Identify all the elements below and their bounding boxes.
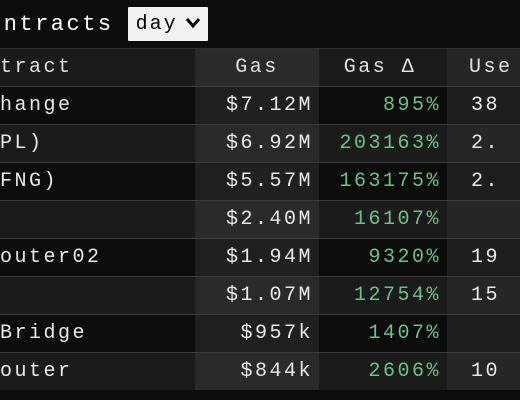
contract-name[interactable] [0,201,195,238]
users-value: 2. [447,125,520,162]
page-header: ontracts day [0,0,520,48]
table-header-row: tract Gas Gas Δ Use [0,48,520,86]
gas-delta-value: 9320% [368,246,441,269]
gas-value: $7.12M [195,87,319,124]
contract-name[interactable] [0,277,195,314]
gas-value: $1.07M [195,277,319,314]
table-row[interactable]: $1.07M 12754% 15 [0,276,520,314]
gas-value: $2.40M [195,201,319,238]
period-select-value: day [135,12,178,36]
column-header-users[interactable]: Use [447,49,520,86]
users-value: 10 [447,353,520,390]
contracts-table: tract Gas Gas Δ Use hange $7.12M 895% 38… [0,48,520,390]
gas-delta-value: 203163% [339,132,441,155]
table-row[interactable]: outer $844k 2606% 10 [0,352,520,390]
column-header-contract[interactable]: tract [0,56,73,79]
table-row[interactable]: FNG) $5.57M 163175% 2. [0,162,520,200]
table-row[interactable]: $2.40M 16107% [0,200,520,238]
contract-name[interactable]: FNG) [0,170,59,193]
contract-name[interactable]: hange [0,94,73,117]
gas-delta-value: 1407% [368,322,441,345]
page-title: ontracts [0,11,114,37]
contract-name[interactable]: PL) [0,132,44,155]
users-value: 19 [447,239,520,276]
gas-delta-value: 2606% [368,360,441,383]
gas-value: $5.57M [195,163,319,200]
table-row[interactable]: Bridge $957k 1407% [0,314,520,352]
contract-name[interactable]: outer [0,360,73,383]
table-row[interactable]: outer02 $1.94M 9320% 19 [0,238,520,276]
gas-value: $844k [195,353,319,390]
table-row[interactable]: PL) $6.92M 203163% 2. [0,124,520,162]
users-value: 2. [447,163,520,200]
gas-delta-value: 12754% [353,284,441,307]
gas-delta-value: 163175% [339,170,441,193]
table-row[interactable]: hange $7.12M 895% 38 [0,86,520,124]
column-header-gas-delta[interactable]: Gas Δ [343,56,417,79]
gas-value: $957k [195,315,319,352]
chevron-down-icon [185,15,200,33]
column-header-gas[interactable]: Gas [195,49,319,86]
contract-name[interactable]: Bridge [0,322,88,345]
gas-delta-value: 895% [382,94,441,117]
users-value [447,201,520,238]
gas-value: $1.94M [195,239,319,276]
users-value [447,315,520,352]
gas-delta-value: 16107% [353,208,441,231]
users-value: 38 [447,87,520,124]
users-value: 15 [447,277,520,314]
period-select[interactable]: day [127,7,208,41]
gas-value: $6.92M [195,125,319,162]
contract-name[interactable]: outer02 [0,246,102,269]
